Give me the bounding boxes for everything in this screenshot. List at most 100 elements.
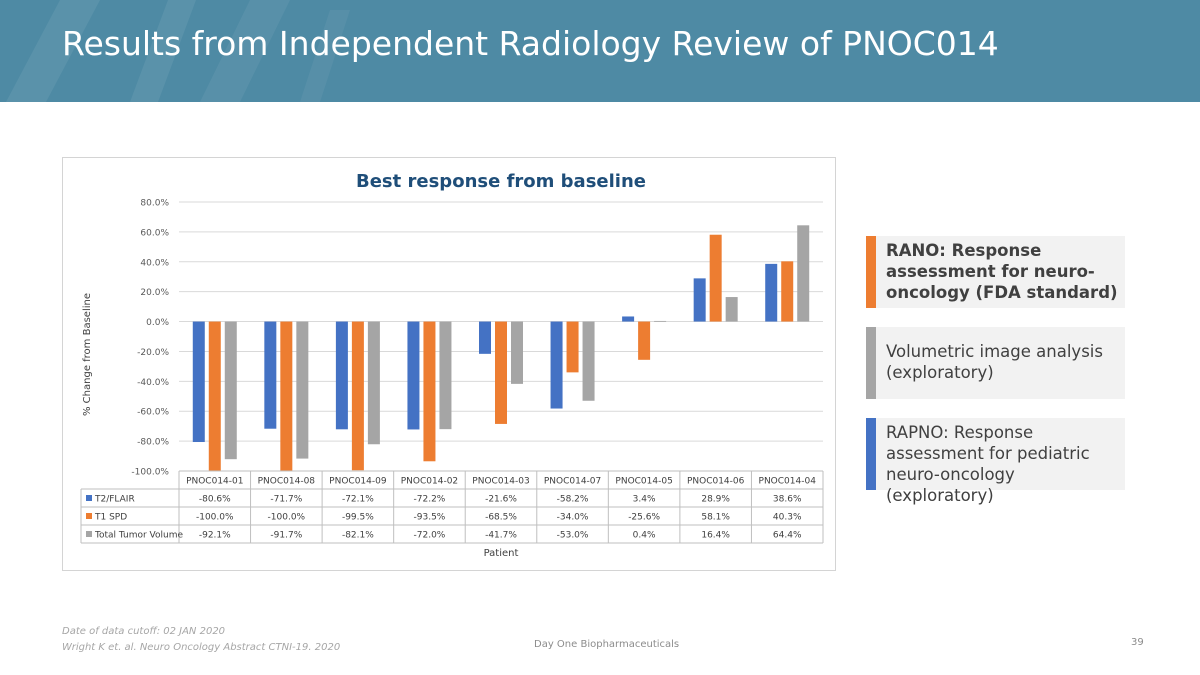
bar-t2-flair <box>335 321 348 430</box>
bar-total-tumor-volume <box>725 297 738 322</box>
bar-chart: Best response from baseline 80.0% 60.0% 40.… <box>80 171 824 559</box>
data-label: -68.5% <box>485 513 517 523</box>
bar-t1-spd <box>495 321 507 424</box>
data-label: -72.2% <box>414 495 446 505</box>
bar-t1-spd <box>423 321 436 462</box>
data-label: 64.4% <box>773 531 802 541</box>
company-name: Day One Biopharmaceuticals <box>534 639 680 650</box>
x-category-label: PNOC014-07 <box>544 477 601 487</box>
y-tick-label: 0.0% <box>146 318 169 328</box>
citation-note: Wright K et. al. Neuro Oncology Abstract… <box>62 642 341 653</box>
data-label: 16.4% <box>701 531 730 541</box>
bar-t1-spd <box>638 321 651 360</box>
legend-key-total-tumor-volume <box>86 531 92 537</box>
volumetric-legend-box: Volumetric image analysis (exploratory) <box>866 327 1125 399</box>
data-label: -72.1% <box>342 495 374 505</box>
bar-t2-flair <box>264 321 277 429</box>
y-tick-label: -40.0% <box>137 378 169 388</box>
data-label: 0.4% <box>633 531 656 541</box>
bar-t2-flair <box>693 278 706 322</box>
x-category-label: PNOC014-06 <box>687 477 745 487</box>
header-decoration <box>6 0 350 102</box>
y-tick-label: -60.0% <box>137 408 169 418</box>
data-label: -80.6% <box>199 495 231 505</box>
slide-title: Results from Independent Radiology Revie… <box>62 24 999 63</box>
bar-t1-spd <box>781 261 794 322</box>
bar-total-tumor-volume <box>296 321 309 459</box>
bar-total-tumor-volume <box>511 321 523 384</box>
data-label: 40.3% <box>773 513 802 523</box>
rapno-legend-box: RAPNO: Response assessment for pediatric… <box>866 418 1125 505</box>
y-axis-label: % Change from Baseline <box>82 293 93 416</box>
rano-legend-box: RANO: Response assessment for neuro-onco… <box>866 236 1125 308</box>
series-name: T2/FLAIR <box>94 495 135 505</box>
bar-t1-spd <box>280 321 293 471</box>
chart-title: Best response from baseline <box>356 171 646 192</box>
data-label: 3.4% <box>633 495 656 505</box>
rano-legend-text: RANO: Response assessment for neuro-onco… <box>886 241 1118 302</box>
bar-total-tumor-volume <box>439 321 452 430</box>
y-tick-label: 80.0% <box>140 199 169 209</box>
bar-t2-flair <box>407 321 420 430</box>
bar-total-tumor-volume <box>797 225 810 322</box>
volumetric-legend-text: Volumetric image analysis (exploratory) <box>886 342 1103 382</box>
data-label: 38.6% <box>773 495 802 505</box>
bar-t2-flair <box>765 263 778 322</box>
x-category-label: PNOC014-04 <box>759 477 817 487</box>
bar-t2-flair <box>550 321 563 409</box>
bar-t2-flair <box>479 321 491 354</box>
data-label: -21.6% <box>485 495 517 505</box>
x-category-label: PNOC014-03 <box>472 477 529 487</box>
chart-container: Best response from baseline 80.0% 60.0% 40.… <box>62 157 836 571</box>
y-tick-label: -100.0% <box>131 468 169 478</box>
volumetric-color-bar <box>866 327 876 399</box>
y-tick-label: 20.0% <box>140 288 169 298</box>
page-number: 39 <box>1131 637 1144 648</box>
bar-t1-spd <box>709 234 722 322</box>
legend-key-t1-spd <box>86 513 92 519</box>
x-category-label: PNOC014-05 <box>615 477 672 487</box>
bar-total-tumor-volume <box>582 321 595 401</box>
data-label: -71.7% <box>270 495 302 505</box>
data-label: -25.6% <box>628 513 660 523</box>
legend-key-t2-flair <box>86 495 92 501</box>
data-label: -99.5% <box>342 513 374 523</box>
slide-header: Results from Independent Radiology Revie… <box>0 0 1200 102</box>
x-axis-label: Patient <box>484 548 519 559</box>
data-label: -72.0% <box>414 531 446 541</box>
data-label: -92.1% <box>199 531 231 541</box>
data-label: -91.7% <box>270 531 302 541</box>
bar-t2-flair <box>622 316 635 322</box>
series-name: T1 SPD <box>94 513 127 523</box>
y-tick-label: -80.0% <box>137 438 169 448</box>
x-category-label: PNOC014-09 <box>329 477 387 487</box>
data-label: -82.1% <box>342 531 374 541</box>
bar-total-tumor-volume <box>654 320 667 322</box>
rapno-color-bar <box>866 418 876 490</box>
bar-t1-spd <box>351 321 364 471</box>
bar-total-tumor-volume <box>224 321 237 460</box>
data-cutoff-note: Date of data cutoff: 02 JAN 2020 <box>62 626 226 637</box>
bar-t1-spd <box>566 321 579 373</box>
bar-total-tumor-volume <box>367 321 380 445</box>
x-category-label: PNOC014-08 <box>258 477 316 487</box>
data-label: -34.0% <box>557 513 589 523</box>
bar-t1-spd <box>208 321 221 471</box>
bar-t2-flair <box>192 321 205 443</box>
data-label: -53.0% <box>557 531 589 541</box>
data-label: -100.0% <box>268 513 306 523</box>
data-label: -41.7% <box>485 531 517 541</box>
x-category-label: PNOC014-01 <box>186 477 243 487</box>
data-label: -100.0% <box>196 513 234 523</box>
rano-color-bar <box>866 236 876 308</box>
y-tick-label: 40.0% <box>140 258 169 268</box>
rapno-legend-text: RAPNO: Response assessment for pediatric… <box>886 423 1090 505</box>
data-label: 58.1% <box>701 513 730 523</box>
data-label: 28.9% <box>701 495 730 505</box>
data-label: -58.2% <box>557 495 589 505</box>
data-label: -93.5% <box>414 513 446 523</box>
y-tick-label: 60.0% <box>140 228 169 238</box>
x-category-label: PNOC014-02 <box>401 477 458 487</box>
y-tick-label: -20.0% <box>137 348 169 358</box>
series-name: Total Tumor Volume <box>94 531 183 541</box>
